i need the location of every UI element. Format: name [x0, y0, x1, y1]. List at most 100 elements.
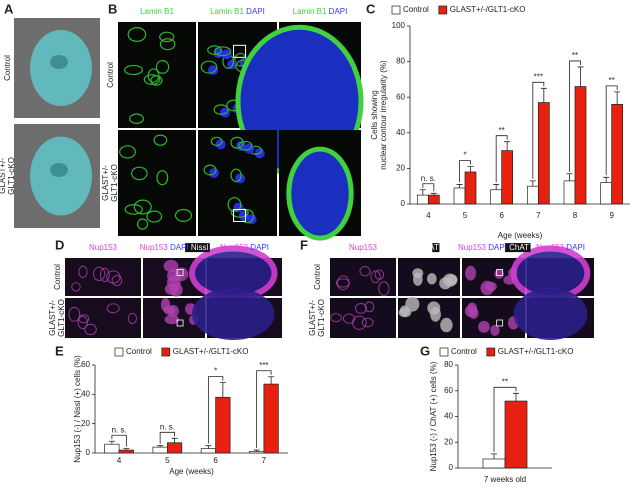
cell [405, 296, 420, 312]
header-part: Nup153 [349, 243, 378, 252]
bar [526, 185, 539, 205]
cell [359, 266, 371, 277]
legend-swatch [391, 5, 401, 15]
panel-label: A [4, 1, 14, 16]
y-tick-label: 0 [401, 199, 406, 208]
y-tick-label: 60 [444, 386, 453, 395]
row-label: GLT1-cKO [317, 299, 326, 337]
error-bar [108, 440, 115, 445]
error-bar [456, 184, 463, 188]
nucleus [146, 210, 163, 223]
header-part: DAPI [329, 7, 348, 16]
nucleus [159, 38, 176, 51]
bar [482, 458, 506, 469]
header-part: DAPI [246, 7, 265, 16]
zoom-box [176, 319, 184, 327]
legend-label: Control [126, 347, 152, 356]
significance-label: *** [534, 72, 543, 81]
row-label: GLT1-cKO [110, 164, 119, 202]
legend-label: GLAST+/-/GLT1-cKO [173, 347, 249, 356]
nucleus [174, 208, 193, 222]
bar [215, 396, 231, 454]
cell [468, 307, 479, 319]
error-bar [467, 166, 474, 172]
x-axis-label: Age (weeks) [169, 467, 214, 476]
cell [427, 301, 441, 315]
header-part: DAPI [170, 243, 189, 252]
cell [106, 270, 121, 284]
panel-label: C [366, 1, 376, 16]
significance-bracket [459, 160, 471, 183]
cell [494, 269, 504, 279]
cell [84, 323, 97, 336]
dapi [227, 59, 238, 70]
bar [200, 448, 216, 454]
nucleus [143, 74, 161, 85]
x-tick-label: 5 [165, 456, 170, 465]
bar [563, 180, 576, 205]
legend-swatch [114, 347, 124, 357]
x-tick-label: 6 [499, 211, 504, 220]
header-part: Nup153 [89, 243, 118, 252]
bar [501, 150, 514, 205]
error-bar [493, 184, 500, 190]
cell [77, 315, 88, 330]
x-tick-label: 8 [573, 211, 578, 220]
significance-bracket [422, 183, 435, 192]
significance-label: ** [502, 377, 508, 386]
panel-label: E [55, 343, 64, 358]
cell [342, 313, 356, 324]
bar [427, 194, 440, 205]
header-bg [185, 243, 210, 253]
cell [412, 272, 423, 286]
y-tick-label: 0 [86, 448, 91, 457]
nucleus [129, 113, 144, 125]
nucleus-zoom [286, 146, 354, 241]
error-bar [614, 91, 621, 105]
y-tick-label: 60 [396, 92, 405, 101]
column-header: Nup153 [89, 243, 118, 252]
error-bar [529, 180, 536, 187]
y-tick-label: 40 [81, 389, 90, 398]
y-tick-label: 40 [444, 412, 453, 421]
x-tick-label: 7 [536, 211, 541, 220]
cell [111, 275, 123, 287]
y-axis-label: nuclear contour irregularity (%) [379, 60, 388, 170]
bar [574, 86, 587, 205]
legend-label: GLAST+/-/GLT1-cKO [498, 347, 574, 356]
bar [464, 171, 477, 205]
header-part: Nup153 [536, 243, 565, 252]
bar [167, 442, 183, 454]
y-tick-label: 40 [396, 128, 405, 137]
nucleus [136, 218, 149, 230]
x-tick-label: 7 weeks old [484, 475, 526, 484]
header-part: Nup153 [140, 243, 169, 252]
nucleus [207, 45, 222, 56]
legend-swatch [438, 5, 448, 15]
error-bar [205, 445, 212, 449]
header-bg [432, 243, 440, 253]
bar [490, 189, 503, 205]
nucleus [200, 60, 218, 74]
zoom-box [176, 268, 184, 276]
cell [478, 320, 490, 333]
cell [106, 303, 120, 314]
image [118, 130, 196, 236]
cell [164, 314, 180, 325]
header-part: DAPI [566, 243, 585, 252]
significance-bracket [159, 431, 176, 444]
y-tick-label: 80 [396, 57, 405, 66]
nucleus [156, 170, 169, 186]
header-part: DAPI [250, 243, 269, 252]
significance-bracket [569, 60, 581, 172]
y-tick-label: 20 [396, 164, 405, 173]
nucleus [119, 145, 136, 159]
error-bar [491, 453, 497, 459]
bar [504, 400, 528, 469]
error-bar [430, 192, 437, 196]
x-tick-label: 4 [117, 456, 122, 465]
nucleolus [50, 55, 68, 69]
nucleus [210, 136, 223, 147]
cell [78, 265, 88, 279]
column-header: ChAT [419, 243, 439, 252]
